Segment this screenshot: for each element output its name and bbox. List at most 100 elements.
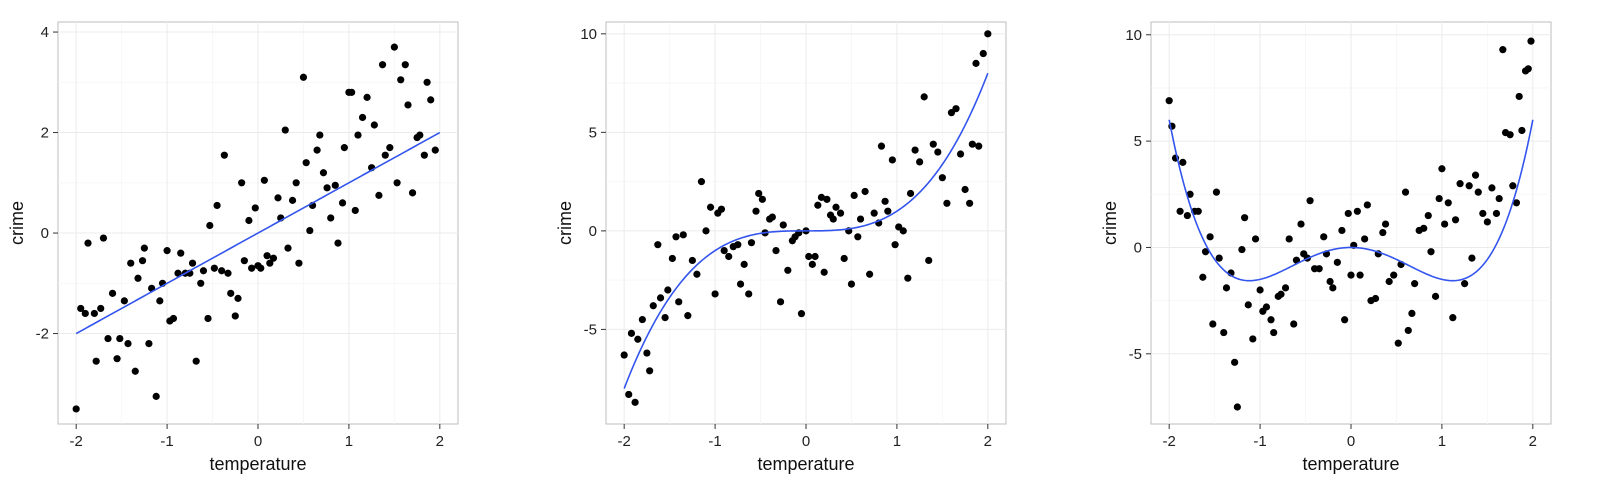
data-point (1424, 211, 1432, 220)
data-point (269, 254, 278, 262)
data-point (772, 246, 780, 255)
data-point (1270, 328, 1278, 337)
data-point (1381, 220, 1390, 228)
data-point (124, 340, 132, 348)
data-point (811, 252, 819, 261)
data-point (210, 264, 218, 272)
data-point (334, 239, 342, 247)
data-point (218, 267, 226, 275)
data-point (1527, 37, 1535, 45)
data-point (213, 201, 221, 210)
data-point (1363, 201, 1371, 209)
data-point (1220, 328, 1228, 337)
data-point (646, 367, 654, 375)
data-point (145, 340, 153, 348)
x-tick-label: -1 (708, 433, 721, 450)
data-point (620, 351, 628, 359)
data-point (752, 207, 760, 215)
fit-curve (1168, 119, 1534, 282)
data-point (1347, 271, 1355, 279)
y-tick-label: 5 (589, 124, 597, 141)
data-point (1244, 301, 1252, 309)
data-point (1379, 228, 1387, 237)
y-tick-label: 4 (41, 24, 49, 41)
data-point (706, 203, 715, 211)
data-point (823, 195, 831, 203)
data-point (131, 367, 139, 375)
data-point (120, 297, 128, 305)
panel-linear: -2 -1 0 1 2 -2 0 2 4 temperature crime (7, 21, 459, 474)
data-point (401, 61, 409, 69)
y-tick-label: 0 (1134, 239, 1142, 256)
x-tick-label: 1 (893, 433, 901, 450)
data-point (1267, 316, 1275, 324)
data-point (1249, 335, 1257, 343)
x-tick-label: 1 (1438, 433, 1446, 450)
data-point (1281, 284, 1290, 292)
data-point (820, 268, 828, 276)
data-point (238, 179, 246, 187)
data-point (711, 290, 719, 298)
data-point (877, 142, 886, 150)
x-tick-label: -1 (1253, 433, 1266, 450)
data-point (717, 205, 726, 213)
data-point (174, 269, 182, 277)
data-point (1451, 216, 1460, 224)
data-point (370, 121, 378, 129)
data-point (866, 270, 874, 278)
data-point (404, 101, 412, 109)
data-point (736, 280, 745, 288)
data-point (672, 233, 680, 241)
data-point (745, 290, 753, 298)
data-point (1320, 233, 1328, 241)
data-point (408, 189, 417, 197)
data-point (1262, 303, 1271, 311)
data-point (295, 259, 303, 267)
data-point (1499, 46, 1507, 54)
y-tick-label: 0 (589, 223, 597, 240)
data-point (1438, 165, 1446, 173)
data-point (656, 294, 665, 302)
data-point (805, 252, 813, 261)
data-point (675, 298, 683, 306)
data-point (340, 144, 348, 152)
data-point (943, 199, 951, 207)
x-tick-label: 2 (1529, 433, 1537, 450)
y-tick-label: -5 (1129, 346, 1142, 363)
data-point (720, 246, 728, 255)
data-point (338, 199, 347, 207)
data-point (631, 398, 639, 406)
data-point (288, 196, 297, 204)
data-point (1435, 194, 1443, 203)
data-point (1390, 271, 1398, 279)
data-point (1292, 256, 1301, 264)
data-point (97, 304, 105, 313)
data-point (169, 314, 178, 323)
data-point (1404, 326, 1412, 335)
data-point (306, 226, 314, 235)
data-point (904, 274, 912, 282)
data-point (234, 294, 242, 302)
data-point (664, 286, 672, 294)
data-point (1277, 290, 1285, 298)
data-point (1206, 233, 1214, 241)
data-point (755, 189, 763, 198)
data-point (197, 279, 205, 287)
data-point (99, 234, 108, 242)
x-tick-label: -2 (70, 433, 83, 450)
data-point (1385, 277, 1393, 286)
data-point (776, 298, 785, 306)
data-point (784, 266, 792, 274)
data-point (634, 335, 642, 343)
data-point (1199, 273, 1207, 281)
data-point (1444, 199, 1452, 207)
data-point (1449, 314, 1457, 322)
data-point (116, 334, 124, 343)
data-point (747, 239, 756, 247)
data-point (354, 131, 362, 139)
data-point (1465, 182, 1473, 190)
data-point (1209, 320, 1217, 328)
data-point (972, 59, 980, 67)
data-point (299, 73, 308, 81)
x-axis-title: temperature (757, 454, 854, 474)
